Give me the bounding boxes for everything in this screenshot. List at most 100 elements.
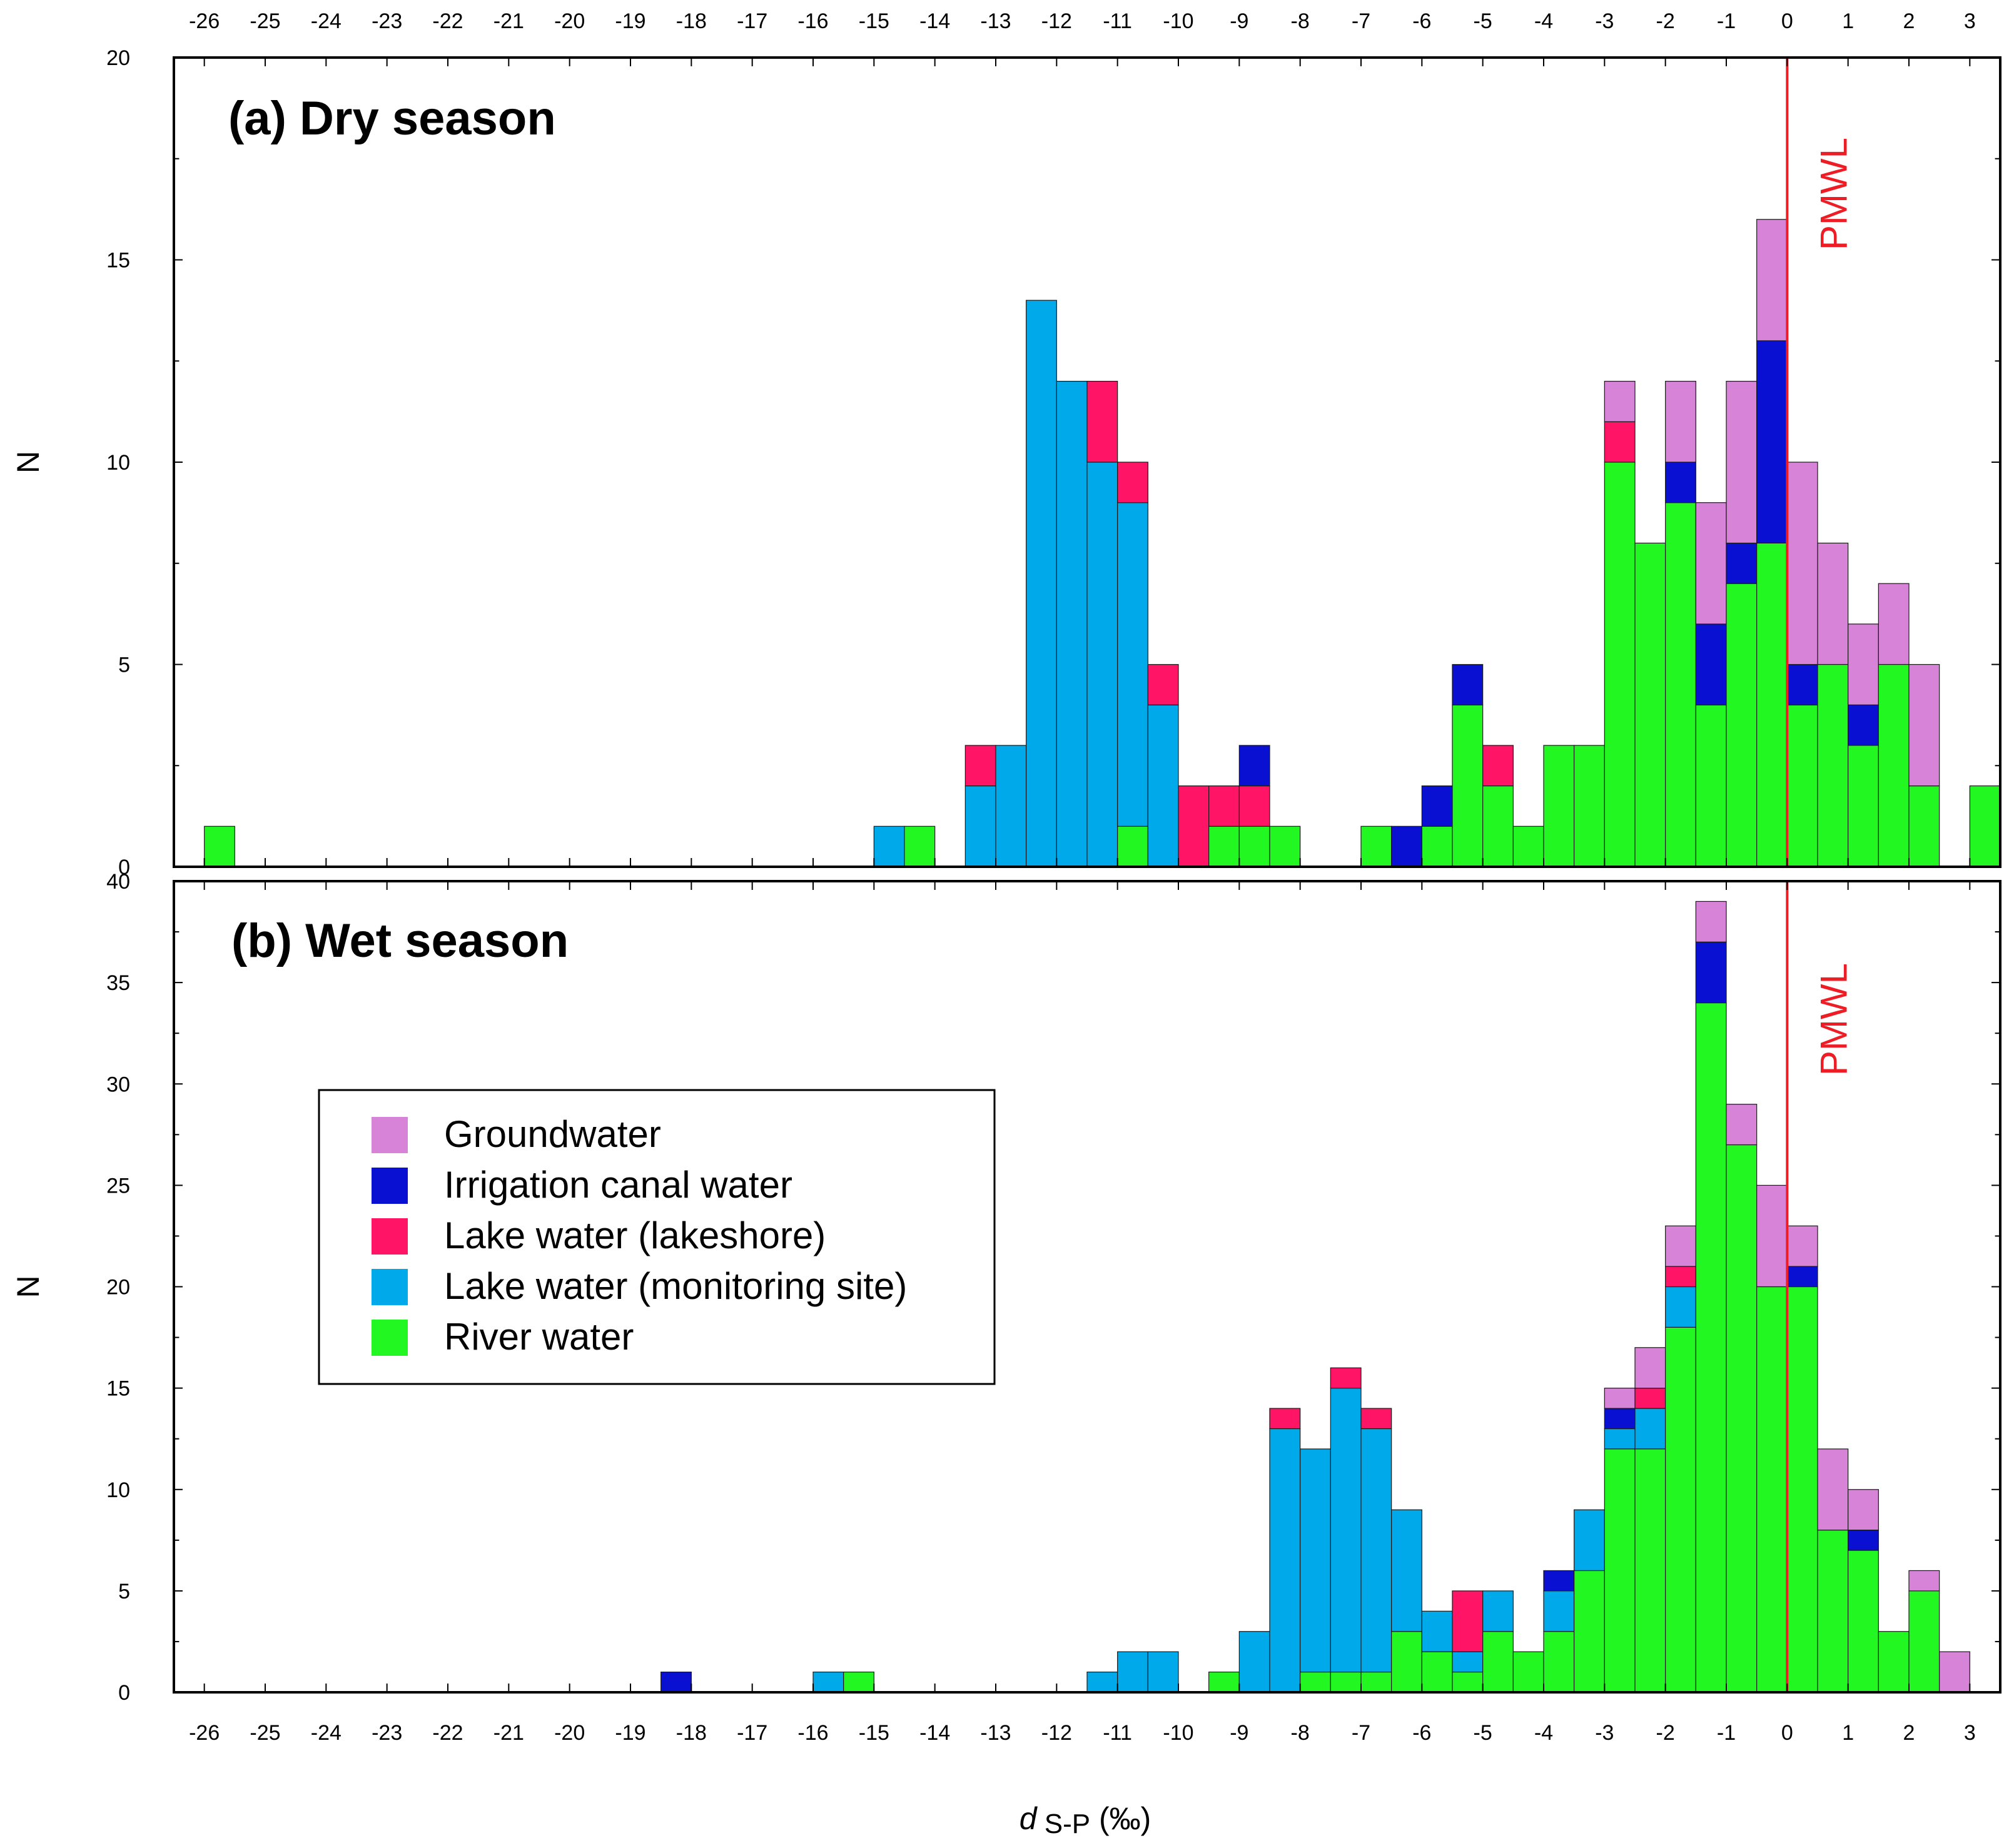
x-tick-label: -10 — [1163, 1721, 1193, 1745]
bar-river-water — [1695, 704, 1727, 867]
bar-lake-water-monitoring-site — [964, 785, 996, 867]
panel-a: PMWL 0 5 10 15 20 (a) Dry season N — [11, 46, 2001, 879]
bar-irrigation-canal-water — [1695, 624, 1727, 705]
bar-lake-water-lakeshore — [1452, 1590, 1484, 1652]
x-tick-label: 2 — [1903, 9, 1915, 33]
x-tick-label: -2 — [1656, 9, 1675, 33]
bar-river-water — [1482, 1631, 1514, 1693]
x-tick-labels-bottom: -26 -25 -24 -23 -22 -21 -20 -19 -18 -17 -16 -15 -14-… — [189, 1721, 1976, 1745]
bar-lake-water-monitoring-site — [1634, 1408, 1666, 1450]
x-axis-title: d S-P (‰) — [1020, 1801, 1151, 1839]
bar-lake-water-monitoring-site — [1360, 1428, 1392, 1673]
x-tick-label: -6 — [1412, 1721, 1431, 1745]
bar-lake-water-lakeshore — [1330, 1367, 1362, 1389]
bar-river-water — [1908, 785, 1940, 867]
bar-groundwater — [1665, 380, 1696, 463]
bar-lake-water-lakeshore — [1086, 380, 1118, 463]
x-tick-label: -3 — [1595, 9, 1614, 33]
x-tick-label: -16 — [797, 1721, 828, 1745]
y-tick-label: 35 — [106, 971, 130, 995]
bar-river-water — [1117, 826, 1148, 867]
bar-river-water — [1665, 502, 1696, 867]
bar-lake-water-lakeshore — [1208, 785, 1240, 827]
bar-lake-water-monitoring-site — [1238, 1631, 1270, 1693]
bar-river-water — [204, 826, 235, 867]
bar-river-water — [843, 1671, 874, 1693]
x-tick-label: -13 — [980, 9, 1011, 33]
bar-groundwater — [1695, 502, 1727, 625]
legend-swatch — [372, 1269, 408, 1305]
bar-river-water — [1330, 1671, 1362, 1693]
x-tick-label: -9 — [1230, 1721, 1248, 1745]
panel-title: (a) Dry season — [228, 92, 556, 145]
bar-river-water — [1756, 1286, 1788, 1693]
bar-lake-water-monitoring-site — [1086, 1671, 1118, 1693]
bar-river-water — [1421, 826, 1453, 867]
bar-river-water — [1574, 1570, 1605, 1693]
bar-lake-water-lakeshore — [1269, 1408, 1301, 1430]
legend-label: Lake water (lakeshore) — [444, 1214, 826, 1256]
x-tick-label: 3 — [1964, 1721, 1976, 1745]
bar-river-water — [1604, 1448, 1636, 1693]
bar-river-water — [1695, 1002, 1727, 1693]
legend: Groundwater Irrigation canal water Lake wa… — [318, 1089, 996, 1385]
x-tick-label: -21 — [493, 9, 524, 33]
bar-river-water — [1878, 664, 1910, 867]
bar-lake-water-monitoring-site — [1056, 380, 1088, 867]
bar-river-water — [1543, 1631, 1575, 1693]
bar-river-water — [904, 826, 936, 867]
y-tick-label: 5 — [118, 1580, 130, 1603]
bar-irrigation-canal-water — [1726, 542, 1758, 584]
bar-river-water — [1634, 1448, 1666, 1693]
bar-lake-water-monitoring-site — [1452, 1651, 1484, 1673]
x-tick-label: -8 — [1291, 1721, 1310, 1745]
bar-river-water — [1452, 1671, 1484, 1693]
y-tick-label: 15 — [106, 1377, 130, 1401]
bar-river-water — [1238, 826, 1270, 867]
x-tick-label: -21 — [493, 1721, 524, 1745]
bar-river-water — [1726, 1144, 1758, 1693]
x-tick-label: 1 — [1842, 9, 1854, 33]
x-tick-label: -6 — [1412, 9, 1431, 33]
bar-groundwater — [1604, 380, 1636, 422]
x-tick-label: -19 — [615, 1721, 645, 1745]
bar-groundwater — [1908, 1570, 1940, 1592]
bar-irrigation-canal-water — [660, 1671, 692, 1693]
legend-label: Irrigation canal water — [444, 1164, 792, 1206]
x-tick-label: -8 — [1291, 9, 1310, 33]
x-tick-label: -23 — [372, 9, 402, 33]
legend-label: Groundwater — [444, 1113, 661, 1155]
x-tick-label: -22 — [432, 9, 463, 33]
x-tick-label: -15 — [859, 1721, 889, 1745]
bar-groundwater — [1756, 219, 1788, 341]
legend-swatch — [372, 1320, 408, 1356]
bar-lake-water-monitoring-site — [873, 826, 905, 867]
bar-lake-water-monitoring-site — [1482, 1590, 1514, 1632]
bar-river-water — [1786, 704, 1818, 867]
x-tick-label: -11 — [1103, 9, 1132, 33]
bar-river-water — [1360, 826, 1392, 867]
bar-lake-water-monitoring-site — [1269, 1428, 1301, 1693]
bar-lake-water-monitoring-site — [1543, 1590, 1575, 1632]
x-tick-label: -3 — [1595, 1721, 1614, 1745]
bar-river-water — [1360, 1671, 1392, 1693]
bar-lake-water-monitoring-site — [812, 1671, 844, 1693]
bar-river-water — [1634, 542, 1666, 867]
bar-groundwater — [1817, 1448, 1849, 1531]
y-tick-label: 10 — [106, 451, 130, 475]
bar-irrigation-canal-water — [1238, 745, 1270, 787]
bar-lake-water-monitoring-site — [1086, 462, 1118, 867]
x-tick-label: -22 — [432, 1721, 463, 1745]
bar-lake-water-monitoring-site — [1147, 704, 1179, 867]
x-tick-label: -24 — [311, 9, 342, 33]
bar-river-water — [1300, 1671, 1331, 1693]
y-tick-label: 40 — [106, 870, 130, 894]
x-tick-label: -13 — [980, 1721, 1011, 1745]
x-tick-label: -17 — [737, 1721, 767, 1745]
bar-lake-water-monitoring-site — [1665, 1286, 1696, 1328]
bar-groundwater — [1908, 664, 1940, 787]
bar-lake-water-monitoring-site — [995, 745, 1027, 867]
bar-lake-water-lakeshore — [1634, 1388, 1666, 1409]
x-tick-labels-top: -26 -25 -24 -23 -22 -21 -20 -19 -18 -17 -16 -15 -14-… — [189, 9, 1976, 33]
